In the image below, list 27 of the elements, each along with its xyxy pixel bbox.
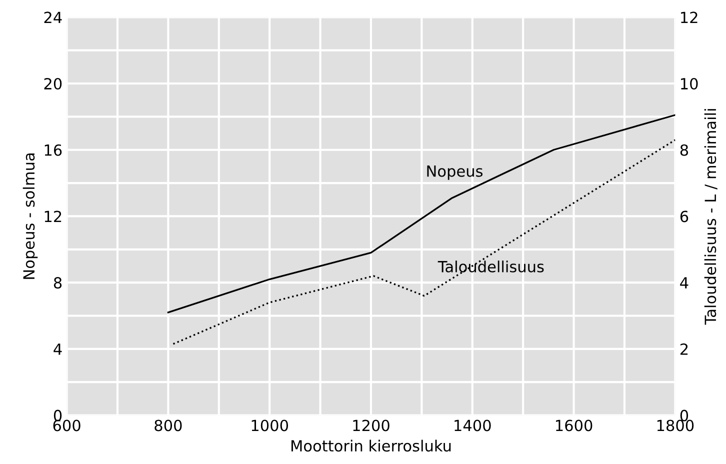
x-tick-label: 1600 — [556, 420, 592, 432]
x-tick-label: 1200 — [353, 420, 390, 432]
series-label: Nopeus — [427, 166, 483, 180]
line-series — [172, 139, 676, 345]
y-tick-label: 16 — [44, 144, 62, 156]
y2-tick-label: 4 — [680, 277, 688, 288]
x-tick-label: 1800 — [657, 420, 694, 432]
y2-tick-label: 2 — [680, 343, 688, 355]
y2-tick-label: 10 — [681, 78, 698, 90]
y-tick-label: 12 — [44, 210, 62, 222]
y2-tick-label: 6 — [680, 210, 688, 222]
y-tick-label: 24 — [44, 12, 62, 23]
x-tick-label: 1000 — [252, 420, 288, 432]
y2-axis-title: Taloudellisuus - L / merimaili — [704, 109, 718, 325]
y-tick-label: 20 — [44, 78, 62, 90]
y-tick-label: 4 — [54, 344, 62, 355]
x-tick-label: 600 — [53, 420, 80, 432]
y2-tick-label: 12 — [681, 12, 698, 23]
y2-tick-label: 0 — [680, 410, 688, 422]
y2-tick-label: 8 — [680, 144, 688, 156]
line-series — [167, 114, 676, 314]
series-label: Taloudellisuus — [438, 260, 544, 272]
y-tick-label: 8 — [54, 277, 62, 289]
x-axis-title: Moottorin kierrosluku — [291, 440, 451, 452]
x-tick-label: 800 — [154, 420, 182, 432]
y-axis-title: Nopeus - solmua — [22, 154, 38, 279]
x-tick-label: 1400 — [454, 420, 491, 432]
